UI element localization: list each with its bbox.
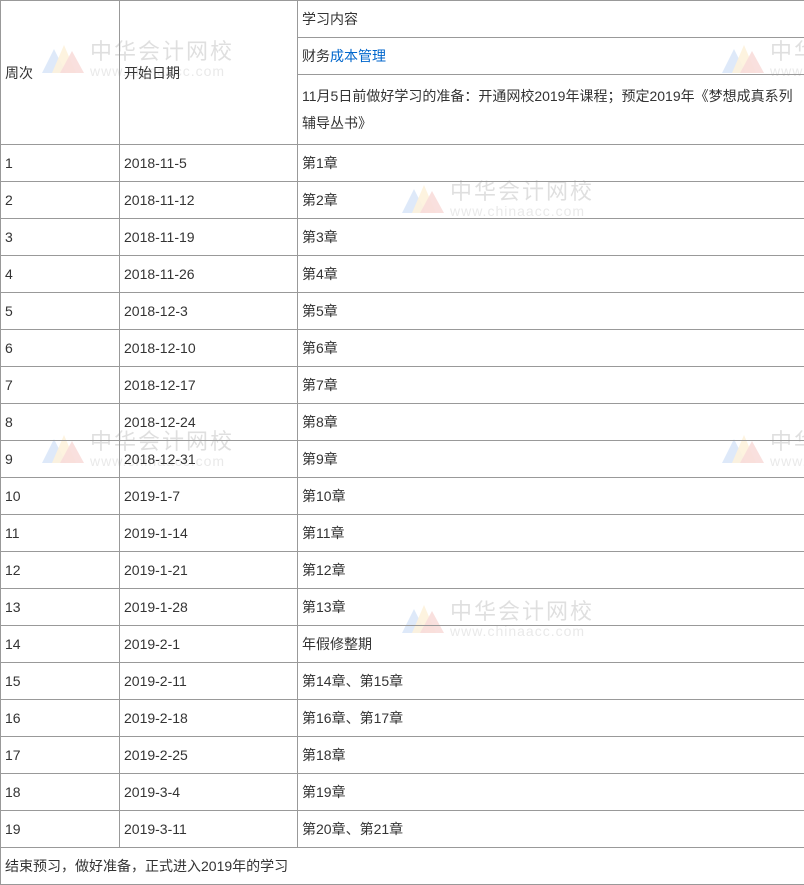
cell-content: 第5章 — [298, 293, 804, 330]
cell-week: 13 — [1, 589, 120, 626]
cell-content: 年假修整期 — [298, 626, 804, 663]
cell-content: 第13章 — [298, 589, 804, 626]
cell-date: 2019-2-25 — [120, 737, 298, 774]
cell-week: 3 — [1, 219, 120, 256]
table-row: 42018-11-26第4章 — [1, 256, 804, 293]
cell-content: 第12章 — [298, 552, 804, 589]
cell-content: 第19章 — [298, 774, 804, 811]
cell-week: 19 — [1, 811, 120, 848]
table-row: 142019-2-1年假修整期 — [1, 626, 804, 663]
cell-date: 2018-11-26 — [120, 256, 298, 293]
table-row: 172019-2-25第18章 — [1, 737, 804, 774]
cell-date: 2019-2-18 — [120, 700, 298, 737]
cell-week: 18 — [1, 774, 120, 811]
table-row: 162019-2-18第16章、第17章 — [1, 700, 804, 737]
cell-date: 2018-12-10 — [120, 330, 298, 367]
cell-week: 6 — [1, 330, 120, 367]
cell-week: 2 — [1, 182, 120, 219]
header-content: 学习内容 — [298, 1, 804, 38]
cell-week: 9 — [1, 441, 120, 478]
cell-content: 第4章 — [298, 256, 804, 293]
cell-date: 2019-2-1 — [120, 626, 298, 663]
header-subject: 财务成本管理 — [298, 38, 804, 75]
cell-date: 2018-12-31 — [120, 441, 298, 478]
cell-content: 第14章、第15章 — [298, 663, 804, 700]
subject-prefix: 财务 — [302, 48, 330, 64]
cell-date: 2018-12-3 — [120, 293, 298, 330]
cell-week: 4 — [1, 256, 120, 293]
cell-date: 2019-1-14 — [120, 515, 298, 552]
cell-date: 2019-1-7 — [120, 478, 298, 515]
header-start-date: 开始日期 — [120, 1, 298, 145]
cell-week: 5 — [1, 293, 120, 330]
table-row: 152019-2-11第14章、第15章 — [1, 663, 804, 700]
cell-date: 2018-12-17 — [120, 367, 298, 404]
table-row: 132019-1-28第13章 — [1, 589, 804, 626]
table-row: 82018-12-24第8章 — [1, 404, 804, 441]
table-row: 62018-12-10第6章 — [1, 330, 804, 367]
footer-cell: 结束预习，做好准备，正式进入2019年的学习 — [1, 848, 804, 885]
cell-week: 11 — [1, 515, 120, 552]
cell-date: 2018-12-24 — [120, 404, 298, 441]
table-row: 72018-12-17第7章 — [1, 367, 804, 404]
study-plan-table: 周次 开始日期 学习内容 财务成本管理 11月5日前做好学习的准备：开通网校20… — [0, 0, 804, 885]
table-row: 22018-11-12第2章 — [1, 182, 804, 219]
header-row-content: 周次 开始日期 学习内容 — [1, 1, 804, 38]
cell-week: 8 — [1, 404, 120, 441]
table-row: 52018-12-3第5章 — [1, 293, 804, 330]
cell-content: 第1章 — [298, 145, 804, 182]
cell-content: 第7章 — [298, 367, 804, 404]
cell-date: 2019-3-11 — [120, 811, 298, 848]
cell-content: 第2章 — [298, 182, 804, 219]
cell-date: 2019-1-28 — [120, 589, 298, 626]
cell-date: 2018-11-5 — [120, 145, 298, 182]
cell-date: 2018-11-19 — [120, 219, 298, 256]
cell-week: 14 — [1, 626, 120, 663]
table-row: 192019-3-11第20章、第21章 — [1, 811, 804, 848]
prep-note: 11月5日前做好学习的准备：开通网校2019年课程；预定2019年《梦想成真系列… — [298, 75, 804, 145]
cell-content: 第11章 — [298, 515, 804, 552]
cell-content: 第20章、第21章 — [298, 811, 804, 848]
cell-date: 2019-1-21 — [120, 552, 298, 589]
cell-week: 16 — [1, 700, 120, 737]
cell-week: 1 — [1, 145, 120, 182]
cell-date: 2018-11-12 — [120, 182, 298, 219]
cell-content: 第10章 — [298, 478, 804, 515]
cell-week: 12 — [1, 552, 120, 589]
table-row: 12018-11-5第1章 — [1, 145, 804, 182]
header-week: 周次 — [1, 1, 120, 145]
table-row: 122019-1-21第12章 — [1, 552, 804, 589]
cell-content: 第16章、第17章 — [298, 700, 804, 737]
cell-week: 15 — [1, 663, 120, 700]
subject-link[interactable]: 成本管理 — [330, 48, 386, 64]
cell-content: 第9章 — [298, 441, 804, 478]
cell-content: 第3章 — [298, 219, 804, 256]
cell-week: 10 — [1, 478, 120, 515]
cell-content: 第18章 — [298, 737, 804, 774]
table-row: 32018-11-19第3章 — [1, 219, 804, 256]
cell-content: 第8章 — [298, 404, 804, 441]
cell-week: 17 — [1, 737, 120, 774]
cell-week: 7 — [1, 367, 120, 404]
table-row: 102019-1-7第10章 — [1, 478, 804, 515]
table-row: 92018-12-31第9章 — [1, 441, 804, 478]
footer-row: 结束预习，做好准备，正式进入2019年的学习 — [1, 848, 804, 885]
table-row: 182019-3-4第19章 — [1, 774, 804, 811]
table-row: 112019-1-14第11章 — [1, 515, 804, 552]
cell-date: 2019-3-4 — [120, 774, 298, 811]
cell-date: 2019-2-11 — [120, 663, 298, 700]
cell-content: 第6章 — [298, 330, 804, 367]
